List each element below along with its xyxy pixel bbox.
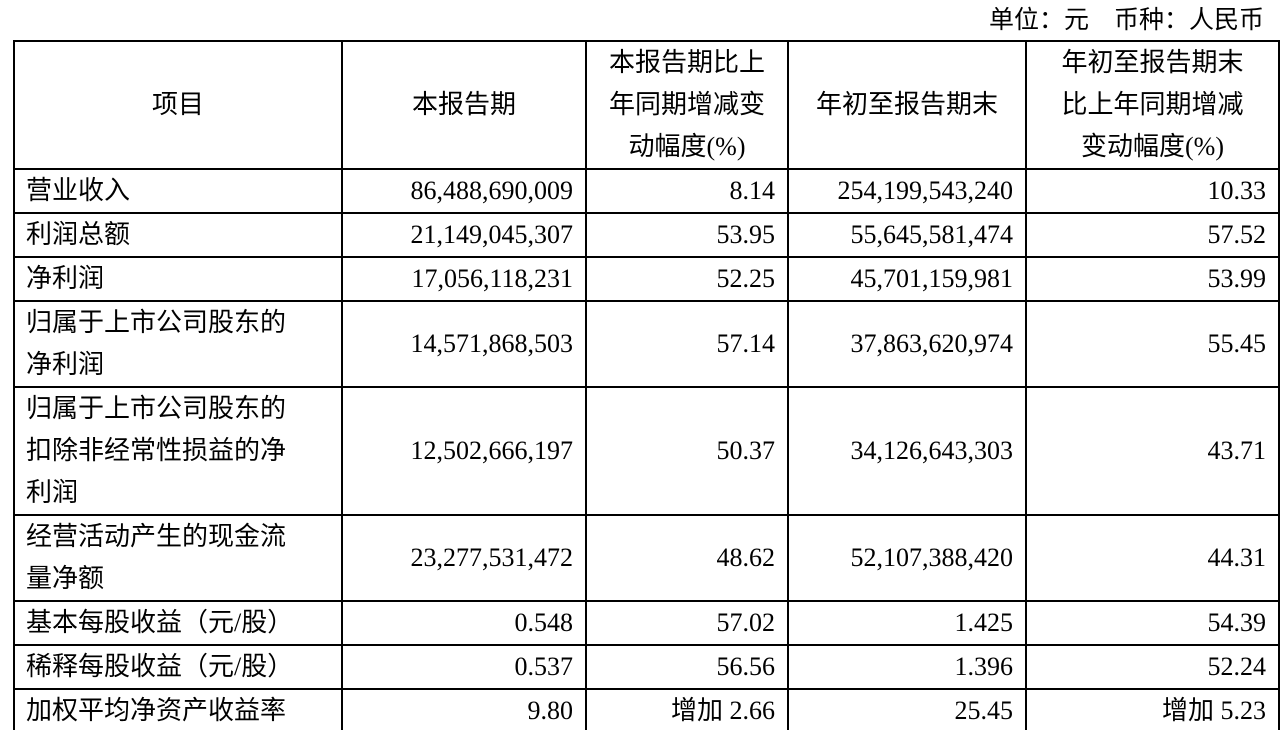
cell-current-period-yoy: 增加 2.66 — [585, 688, 789, 730]
table-row: 营业收入 86,488,690,009 8.14 254,199,543,240… — [13, 168, 1280, 214]
cell-current-period-yoy: 57.14 — [585, 300, 789, 388]
cell-ytd-yoy: 增加 5.23 — [1025, 688, 1280, 730]
table-row: 经营活动产生的现金流 量净额 23,277,531,472 48.62 52,1… — [13, 514, 1280, 602]
cell-current-period: 0.537 — [341, 644, 587, 690]
cell-ytd: 45,701,159,981 — [787, 256, 1027, 302]
cell-ytd: 37,863,620,974 — [787, 300, 1027, 388]
cell-current-period: 17,056,118,231 — [341, 256, 587, 302]
cell-current-period: 14,571,868,503 — [341, 300, 587, 388]
cell-item-label: 净利润 — [13, 256, 343, 302]
table-row: 加权平均净资产收益率 9.80 增加 2.66 25.45 增加 5.23 — [13, 688, 1280, 730]
table-row: 归属于上市公司股东的 扣除非经常性损益的净 利润 12,502,666,197 … — [13, 386, 1280, 516]
cell-ytd-yoy: 57.52 — [1025, 212, 1280, 258]
cell-ytd: 1.425 — [787, 600, 1027, 646]
cell-current-period-yoy: 50.37 — [585, 386, 789, 516]
table-row: 净利润 17,056,118,231 52.25 45,701,159,981 … — [13, 256, 1280, 302]
cell-item-label: 利润总额 — [13, 212, 343, 258]
cell-current-period-yoy: 56.56 — [585, 644, 789, 690]
cell-item-label: 营业收入 — [13, 168, 343, 214]
cell-current-period: 9.80 — [341, 688, 587, 730]
cell-current-period: 0.548 — [341, 600, 587, 646]
cell-ytd-yoy: 10.33 — [1025, 168, 1280, 214]
table-row: 利润总额 21,149,045,307 53.95 55,645,581,474… — [13, 212, 1280, 258]
col-header-ytd-yoy: 年初至报告期末 比上年同期增减 变动幅度(%) — [1025, 40, 1280, 170]
key-financials-table: 项目 本报告期 本报告期比上 年同期增减变 动幅度(%) 年初至报告期末 年初至… — [13, 40, 1280, 730]
cell-current-period: 86,488,690,009 — [341, 168, 587, 214]
cell-ytd-yoy: 54.39 — [1025, 600, 1280, 646]
header-row: 项目 本报告期 本报告期比上 年同期增减变 动幅度(%) 年初至报告期末 年初至… — [13, 40, 1280, 170]
cell-item-label: 加权平均净资产收益率 — [13, 688, 343, 730]
cell-current-period-yoy: 48.62 — [585, 514, 789, 602]
cell-current-period: 21,149,045,307 — [341, 212, 587, 258]
col-header-current-period-yoy: 本报告期比上 年同期增减变 动幅度(%) — [585, 40, 789, 170]
cell-ytd: 25.45 — [787, 688, 1027, 730]
unit-currency-label: 单位：元 币种：人民币 — [988, 7, 1264, 34]
cell-ytd-yoy: 55.45 — [1025, 300, 1280, 388]
col-header-ytd: 年初至报告期末 — [787, 40, 1027, 170]
cell-current-period-yoy: 52.25 — [585, 256, 789, 302]
cell-ytd: 52,107,388,420 — [787, 514, 1027, 602]
cell-ytd-yoy: 44.31 — [1025, 514, 1280, 602]
cell-ytd: 254,199,543,240 — [787, 168, 1027, 214]
cell-current-period-yoy: 8.14 — [585, 168, 789, 214]
cell-item-label: 基本每股收益（元/股） — [13, 600, 343, 646]
cell-item-label: 归属于上市公司股东的 扣除非经常性损益的净 利润 — [13, 386, 343, 516]
cell-current-period: 23,277,531,472 — [341, 514, 587, 602]
cell-ytd: 55,645,581,474 — [787, 212, 1027, 258]
col-header-current-period: 本报告期 — [341, 40, 587, 170]
cell-ytd-yoy: 43.71 — [1025, 386, 1280, 516]
cell-item-label: 归属于上市公司股东的 净利润 — [13, 300, 343, 388]
cell-current-period-yoy: 57.02 — [585, 600, 789, 646]
table-row: 稀释每股收益（元/股） 0.537 56.56 1.396 52.24 — [13, 644, 1280, 690]
cell-ytd: 1.396 — [787, 644, 1027, 690]
table-row: 基本每股收益（元/股） 0.548 57.02 1.425 54.39 — [13, 600, 1280, 646]
cell-ytd-yoy: 53.99 — [1025, 256, 1280, 302]
col-header-item: 项目 — [13, 40, 343, 170]
cell-item-label: 稀释每股收益（元/股） — [13, 644, 343, 690]
cell-current-period-yoy: 53.95 — [585, 212, 789, 258]
cell-ytd: 34,126,643,303 — [787, 386, 1027, 516]
table-row: 归属于上市公司股东的 净利润 14,571,868,503 57.14 37,8… — [13, 300, 1280, 388]
cell-ytd-yoy: 52.24 — [1025, 644, 1280, 690]
cell-item-label: 经营活动产生的现金流 量净额 — [13, 514, 343, 602]
cell-current-period: 12,502,666,197 — [341, 386, 587, 516]
